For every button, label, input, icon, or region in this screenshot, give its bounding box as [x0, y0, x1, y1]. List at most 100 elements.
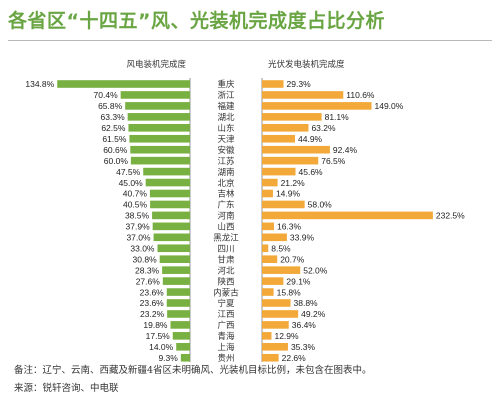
wind-value-label: 60.0%	[104, 156, 129, 166]
solar-value-label: 92.4%	[333, 145, 358, 155]
title-divider	[8, 40, 492, 41]
solar-bar	[262, 156, 319, 165]
wind-value-label: 23.6%	[140, 287, 165, 297]
solar-bar	[262, 91, 344, 99]
chart-title: 各省区“十四五”风、光装机完成度占比分析	[8, 10, 385, 32]
wind-value-label: 33.0%	[130, 243, 155, 253]
solar-bar	[262, 124, 309, 132]
wind-value-label: 40.7%	[123, 189, 148, 199]
solar-bar	[262, 80, 284, 88]
wind-value-label: 134.8%	[25, 79, 54, 89]
wind-value-label: 47.5%	[116, 167, 141, 177]
wind-value-label: 40.5%	[123, 200, 148, 210]
wind-bar	[170, 321, 190, 329]
wind-value-label: 30.8%	[133, 254, 158, 264]
wind-bar	[167, 310, 190, 318]
wind-value-label: 60.6%	[103, 145, 128, 155]
wind-bar	[162, 277, 190, 285]
solar-value-label: 15.8%	[277, 287, 302, 297]
category-label: 上海	[217, 342, 235, 353]
solar-value-label: 149.0%	[375, 101, 404, 111]
solar-value-label: 45.6%	[299, 167, 324, 177]
category-label: 吉林	[217, 189, 235, 200]
category-label: 陕西	[217, 276, 234, 287]
solar-value-label: 35.3%	[291, 342, 316, 352]
solar-value-label: 16.3%	[277, 222, 302, 232]
wind-bar	[143, 167, 190, 176]
wind-value-label: 9.3%	[158, 353, 178, 362]
solar-value-label: 81.1%	[325, 112, 350, 122]
wind-bar	[166, 288, 190, 296]
wind-value-label: 65.8%	[98, 101, 123, 111]
wind-value-label: 27.6%	[136, 276, 161, 286]
category-label: 黑龙江	[213, 233, 239, 244]
wind-value-label: 63.3%	[101, 112, 126, 122]
solar-value-label: 58.0%	[308, 200, 333, 210]
category-label: 安徽	[217, 145, 235, 156]
solar-value-label: 21.2%	[281, 178, 306, 188]
solar-bar	[262, 134, 296, 143]
solar-bar	[262, 211, 433, 220]
solar-value-label: 232.5%	[436, 211, 465, 221]
category-label: 甘肃	[217, 254, 235, 265]
wind-bar	[153, 233, 190, 242]
category-label: 宁夏	[217, 298, 235, 309]
solar-value-label: 29.3%	[287, 79, 312, 89]
wind-bar	[180, 353, 190, 362]
wind-value-label: 62.5%	[101, 123, 126, 133]
wind-bar	[150, 200, 190, 209]
solar-bar	[262, 178, 278, 187]
solar-bar	[262, 299, 291, 307]
solar-bar	[262, 102, 372, 110]
solar-value-label: 20.7%	[280, 254, 305, 264]
wind-bar	[130, 145, 190, 154]
wind-bar	[152, 222, 190, 231]
solar-bar	[262, 222, 274, 231]
category-label: 天津	[217, 134, 235, 145]
category-label: 重庆	[217, 79, 235, 90]
wind-bar	[176, 343, 190, 351]
solar-series-header: 光伏发电装机完成度	[268, 59, 345, 70]
category-label: 江苏	[217, 156, 235, 167]
wind-bar	[130, 156, 190, 165]
solar-bar	[262, 189, 273, 198]
category-label: 福建	[217, 101, 235, 112]
category-label: 北京	[217, 178, 234, 189]
solar-value-label: 63.2%	[311, 123, 336, 133]
wind-bar	[145, 178, 190, 187]
solar-value-label: 38.8%	[294, 298, 319, 308]
category-label: 河南	[217, 211, 234, 222]
wind-bar	[57, 80, 190, 88]
wind-bar	[149, 189, 190, 198]
solar-value-label: 110.6%	[346, 90, 375, 100]
wind-value-label: 23.6%	[140, 298, 165, 308]
category-label: 广西	[217, 320, 234, 331]
solar-value-label: 52.0%	[303, 265, 328, 275]
wind-value-label: 23.2%	[140, 309, 165, 319]
wind-value-label: 37.0%	[126, 233, 151, 243]
wind-bar	[157, 244, 190, 253]
solar-bar	[262, 310, 299, 318]
wind-value-label: 19.8%	[143, 320, 168, 330]
wind-value-label: 28.3%	[135, 265, 160, 275]
category-label: 浙江	[217, 90, 235, 101]
wind-value-label: 70.4%	[94, 90, 119, 100]
category-label: 江西	[217, 310, 234, 320]
wind-value-label: 38.5%	[125, 211, 150, 221]
wind-value-label: 37.9%	[126, 222, 151, 232]
wind-bar	[159, 255, 190, 263]
wind-bar	[152, 211, 190, 220]
solar-value-label: 8.5%	[271, 243, 291, 253]
category-label: 山东	[217, 123, 234, 134]
solar-bar	[262, 321, 289, 329]
solar-bar	[262, 353, 279, 362]
category-label: 青海	[217, 331, 235, 342]
category-label: 广东	[217, 200, 234, 211]
category-label: 河北	[217, 265, 235, 276]
wind-value-label: 61.5%	[102, 134, 127, 144]
category-label: 山西	[217, 222, 234, 233]
solar-bar	[262, 233, 287, 242]
solar-value-label: 33.9%	[290, 233, 315, 243]
chart-source: 来源：锐轩咨询、中电联	[14, 383, 119, 394]
